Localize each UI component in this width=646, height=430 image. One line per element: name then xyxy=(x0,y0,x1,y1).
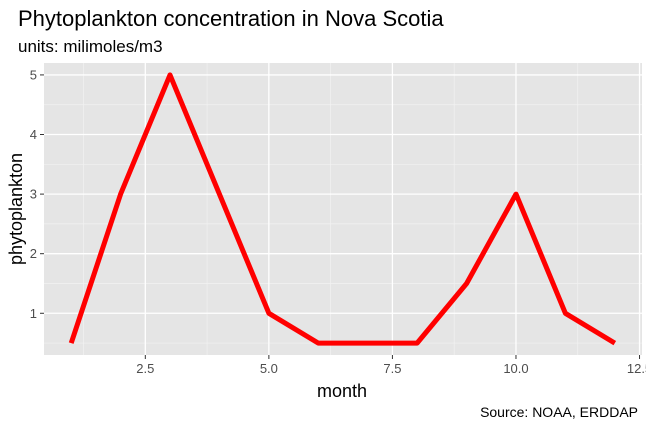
x-tick-label: 12.5 xyxy=(627,361,646,376)
x-tick-label: 7.5 xyxy=(383,361,401,376)
x-tick-label: 10.0 xyxy=(503,361,528,376)
series-line xyxy=(68,72,617,346)
x-tick-label: 2.5 xyxy=(136,361,154,376)
x-axis-title: month xyxy=(317,381,367,401)
y-tick-label: 5 xyxy=(30,67,37,82)
x-tick-label: 5.0 xyxy=(260,361,278,376)
y-tick-label: 3 xyxy=(30,187,37,202)
axis-layer: 2.5 5.0 7.5 10.0 12.5 1 2 3 4 5 xyxy=(30,67,646,376)
y-axis-title: phytoplankton xyxy=(6,153,26,265)
y-tick-label: 2 xyxy=(30,246,37,261)
y-tick-label: 1 xyxy=(30,306,37,321)
plot-panel xyxy=(44,63,642,355)
chart-caption: Source: NOAA, ERDDAP xyxy=(480,404,638,420)
chart-subtitle: units: milimoles/m3 xyxy=(18,37,163,56)
series-layer xyxy=(68,72,617,346)
y-tick-label: 4 xyxy=(30,127,37,142)
chart-title: Phytoplankton concentration in Nova Scot… xyxy=(18,6,444,31)
